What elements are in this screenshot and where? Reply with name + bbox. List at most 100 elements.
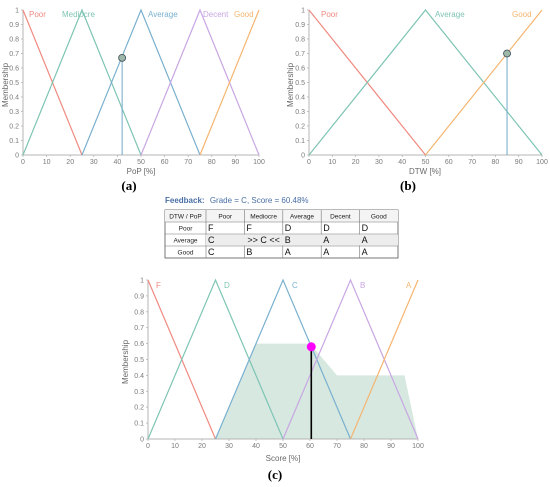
y-tick-label: 0.1 <box>9 138 19 145</box>
table-cell: A <box>285 247 291 257</box>
table-cell: F <box>208 223 214 233</box>
x-tick-label: 20 <box>66 159 74 166</box>
panel-b-ylabel: Membership <box>286 62 295 107</box>
series-line-good <box>199 9 260 156</box>
y-tick-label: 0 <box>301 153 305 160</box>
panel-a-xlabel: PoP [%] <box>127 167 156 176</box>
table-row-highlight <box>206 234 398 246</box>
x-tick-label: 0 <box>21 159 25 166</box>
series-line-average <box>308 9 543 156</box>
y-tick-label: 0.7 <box>134 325 144 332</box>
panel-a-label: (a) <box>121 178 136 193</box>
y-tick-label: 0.3 <box>295 109 305 116</box>
y-tick-label: 0.5 <box>9 80 19 87</box>
y-tick-label: 1 <box>15 8 19 15</box>
series-line-mediocre <box>22 8 142 156</box>
x-tick-label: 80 <box>208 159 216 166</box>
panel-b-xlabel: DTW [%] <box>409 167 441 176</box>
x-tick-label: 70 <box>184 159 192 166</box>
x-tick-label: 100 <box>536 159 548 166</box>
panel-c-xlabel: Score [%] <box>266 454 301 463</box>
y-tick-label: 0.3 <box>9 109 19 116</box>
series-label-d: D <box>224 281 230 290</box>
feedback-value: Grade = C, Score = 60.48% <box>210 196 309 205</box>
x-tick-label: 10 <box>328 159 336 166</box>
table-cell: D <box>285 223 292 233</box>
y-tick-label: 0.8 <box>134 309 144 316</box>
y-tick-label: 0.7 <box>9 51 19 58</box>
series-label-average: Average <box>435 10 465 19</box>
table-cell: F <box>246 223 252 233</box>
aggregate-area <box>215 343 418 439</box>
series-label-f: F <box>156 281 161 290</box>
x-tick-label: 0 <box>146 443 150 450</box>
y-tick-label: 0.8 <box>295 37 305 44</box>
series-label-poor: Poor <box>29 10 46 19</box>
table-row-header: Good <box>178 250 194 257</box>
x-tick-label: 40 <box>114 159 122 166</box>
x-tick-label: 10 <box>171 443 179 450</box>
panel-c-ylabel: Membership <box>121 339 130 384</box>
table-corner-header: DTW / PoP <box>169 214 202 221</box>
table-cell: B <box>246 247 252 257</box>
series-label-mediocre: Mediocre <box>62 10 95 19</box>
series-line-decent <box>140 8 260 156</box>
y-tick-label: 0.6 <box>9 66 19 73</box>
series-line-good <box>425 9 543 156</box>
y-tick-label: 0.4 <box>134 373 144 380</box>
table-column-header: Decent <box>330 214 351 221</box>
table-row-header: Average <box>173 238 197 245</box>
table-cell: D <box>323 223 330 233</box>
table-column-header: Poor <box>218 214 233 221</box>
x-tick-label: 100 <box>412 443 424 450</box>
table-cell: A <box>362 247 368 257</box>
panel-c-chart: Membership Score [%] 0 10 20 30 40 50 60 70 80 90… <box>121 278 424 464</box>
y-tick-label: 0.2 <box>9 124 19 131</box>
x-tick-label: 90 <box>232 159 240 166</box>
table-column-header: Average <box>290 214 314 221</box>
y-tick-label: 0.9 <box>295 22 305 29</box>
x-tick-label: 60 <box>306 443 314 450</box>
x-tick-label: 100 <box>253 159 265 166</box>
y-tick-label: 0.6 <box>134 341 144 348</box>
x-tick-label: 30 <box>225 443 233 450</box>
series-line-c <box>214 278 352 440</box>
series-line-b <box>282 278 419 440</box>
x-tick-label: 80 <box>360 443 368 450</box>
x-tick-label: 40 <box>252 443 260 450</box>
rule-table: DTW / PoP Poor Mediocre Average Decent Good Po… <box>164 209 399 259</box>
x-tick-label: 30 <box>90 159 98 166</box>
x-tick-label: 50 <box>422 159 430 166</box>
y-tick-label: 0.3 <box>134 389 144 396</box>
series-label-decent: Decent <box>203 10 229 19</box>
table-cell: C <box>208 235 215 245</box>
y-tick-label: 0.1 <box>134 421 144 428</box>
y-tick-label: 1 <box>140 278 144 285</box>
y-tick-label: 0.7 <box>295 51 305 58</box>
output-marker <box>306 342 316 352</box>
input-marker <box>118 53 127 62</box>
table-cell: B <box>285 235 291 245</box>
series-label-b: B <box>360 281 365 290</box>
x-tick-label: 40 <box>398 159 406 166</box>
series-label-good: Good <box>234 10 254 19</box>
x-tick-label: 60 <box>445 159 453 166</box>
y-tick-label: 1 <box>301 8 305 15</box>
series-line-average <box>81 8 201 156</box>
table-header-bg <box>165 210 398 222</box>
x-tick-label: 70 <box>468 159 476 166</box>
x-tick-label: 80 <box>492 159 500 166</box>
y-tick-label: 0 <box>140 437 144 444</box>
x-tick-label: 50 <box>279 443 287 450</box>
y-tick-label: 0.1 <box>295 138 305 145</box>
x-tick-label: 20 <box>352 159 360 166</box>
input-marker <box>503 49 511 58</box>
y-tick-label: 0.9 <box>9 22 19 29</box>
feedback-text: Feedback: Grade = C, Score = 60.48% <box>165 196 309 205</box>
series-label-c: C <box>292 281 298 290</box>
table-cell: C <box>208 247 215 257</box>
series-label-poor: Poor <box>321 10 338 19</box>
x-tick-label: 90 <box>515 159 523 166</box>
x-tick-label: 90 <box>387 443 395 450</box>
